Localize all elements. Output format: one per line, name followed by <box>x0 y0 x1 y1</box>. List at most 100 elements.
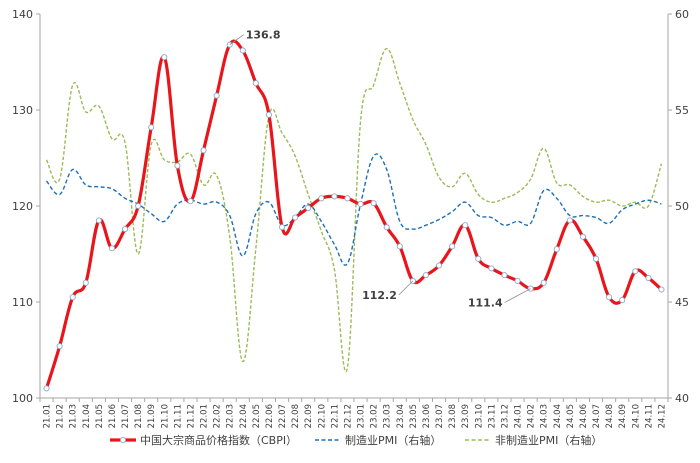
x-tick-label: 21.03 <box>69 404 79 428</box>
x-tick-label: 22.10 <box>317 404 327 428</box>
cbpi-point <box>553 246 560 253</box>
right-tick-label: 60 <box>675 8 689 21</box>
legend-item-cbpi-label: 中国大宗商品价格指数（CBPI） <box>140 433 297 447</box>
cbpi-point <box>658 286 665 293</box>
x-tick-label: 24.11 <box>644 404 654 428</box>
cbpi-point <box>252 80 259 87</box>
x-tick-label: 24.06 <box>579 404 589 428</box>
cbpi-point <box>95 217 102 224</box>
series-line-manufacturing-pmi <box>45 153 662 266</box>
x-tick-label: 23.03 <box>383 404 393 428</box>
cbpi-point <box>435 262 443 269</box>
cbpi-point <box>121 225 129 233</box>
x-tick-label: 22.01 <box>200 404 210 428</box>
cbpi-point <box>331 193 338 200</box>
x-tick-label: 23.08 <box>448 404 458 428</box>
cbpi-point <box>383 224 390 231</box>
x-tick-label: 21.11 <box>173 404 183 428</box>
legend: 中国大宗商品价格指数（CBPI） 制造业PMI（右轴） 非制造业PMI（右轴） <box>110 433 602 447</box>
cbpi-point <box>344 195 351 202</box>
cbpi-point <box>213 92 220 99</box>
x-tick-label: 22.02 <box>213 404 223 428</box>
x-tick-label: 21.01 <box>43 404 53 428</box>
left-tick-label: 130 <box>12 104 33 117</box>
cbpi-point <box>148 124 155 131</box>
cbpi-point <box>514 277 521 284</box>
annotation-leader <box>504 288 531 303</box>
cbpi-point <box>200 147 207 154</box>
left-tick-label: 140 <box>12 8 33 21</box>
x-tick-label: 21.02 <box>56 404 66 428</box>
right-tick-label: 50 <box>675 200 689 213</box>
legend-item-non-manufacturing-pmi-label: 非制造业PMI（右轴） <box>495 433 602 447</box>
x-tick-label: 24.05 <box>566 404 576 428</box>
x-tick-label: 24.10 <box>631 404 641 428</box>
axes: 100 110 120 130 140 40 45 50 55 60 21.01 21.02 21.03… <box>12 8 689 428</box>
legend-item-cbpi-marker <box>119 436 127 444</box>
cbpi-point <box>278 224 286 231</box>
cbpi-point <box>292 214 299 221</box>
cbpi-point <box>135 202 142 210</box>
x-tick-label: 24.04 <box>553 404 563 428</box>
annotations: 136.8 112.2 111.4 <box>229 29 531 310</box>
annotation-label: 111.4 <box>468 297 503 310</box>
x-tick-label: 22.05 <box>252 404 262 428</box>
x-tick-label: 21.06 <box>108 404 118 428</box>
legend-item-manufacturing-pmi-label: 制造业PMI（右轴） <box>345 433 441 447</box>
x-tick-label: 23.02 <box>370 404 380 428</box>
x-tick-label: 22.06 <box>265 404 275 428</box>
x-tick-label: 21.10 <box>160 404 170 428</box>
cbpi-point <box>422 272 430 279</box>
x-tick-label: 22.03 <box>226 404 236 428</box>
x-tick-label: 24.01 <box>514 404 524 428</box>
x-tick-label: 21.12 <box>186 404 196 428</box>
x-tick-label: 22.07 <box>278 404 288 428</box>
x-tick-label: 24.09 <box>618 404 628 428</box>
x-tick-label: 21.09 <box>147 404 157 428</box>
cbpi-point <box>370 200 377 207</box>
cbpi-point <box>305 204 312 211</box>
x-tick-label: 22.11 <box>330 404 340 428</box>
cbpi-point <box>161 54 168 61</box>
x-tick-label: 21.08 <box>134 404 144 428</box>
x-tick-label: 23.09 <box>461 404 471 428</box>
cbpi-point <box>174 162 181 169</box>
x-tick-label: 23.01 <box>357 404 367 428</box>
right-tick-label: 45 <box>675 296 689 309</box>
cbpi-point <box>187 198 194 205</box>
x-tick-label: 22.04 <box>239 404 249 428</box>
x-tick-label: 23.11 <box>487 404 497 428</box>
series-line-non-manufacturing-pmi <box>45 47 663 373</box>
x-tick-label: 22.08 <box>291 404 301 428</box>
cbpi-point <box>449 243 456 250</box>
x-tick-label: 21.04 <box>82 404 92 428</box>
cbpi-point <box>501 272 508 279</box>
x-tick-label: 23.05 <box>409 404 419 428</box>
cbpi-point <box>265 111 273 118</box>
cbpi-point <box>82 279 89 286</box>
left-tick-label: 120 <box>12 200 33 213</box>
left-tick-label: 100 <box>12 392 33 405</box>
cbpi-point <box>69 294 76 301</box>
x-tick-label: 23.10 <box>474 404 484 428</box>
x-tick-label: 24.02 <box>527 404 537 428</box>
x-tick-label: 24.07 <box>592 404 602 428</box>
cbpi-point <box>579 233 587 240</box>
x-tick-label: 21.07 <box>121 404 131 428</box>
cbpi-point <box>396 243 403 250</box>
annotation-leader <box>398 280 414 296</box>
x-tick-label: 24.12 <box>657 404 667 428</box>
cbpi-point <box>462 222 469 229</box>
cbpi-point <box>632 268 639 275</box>
left-tick-label: 110 <box>12 296 33 309</box>
series-markers <box>43 41 665 392</box>
x-tick-label: 23.04 <box>396 404 406 428</box>
x-tick-label: 23.12 <box>500 404 510 428</box>
cbpi-point <box>645 274 652 282</box>
x-tick-label: 21.05 <box>95 404 105 428</box>
cbpi-point <box>108 245 116 252</box>
cbpi-point <box>619 297 626 304</box>
